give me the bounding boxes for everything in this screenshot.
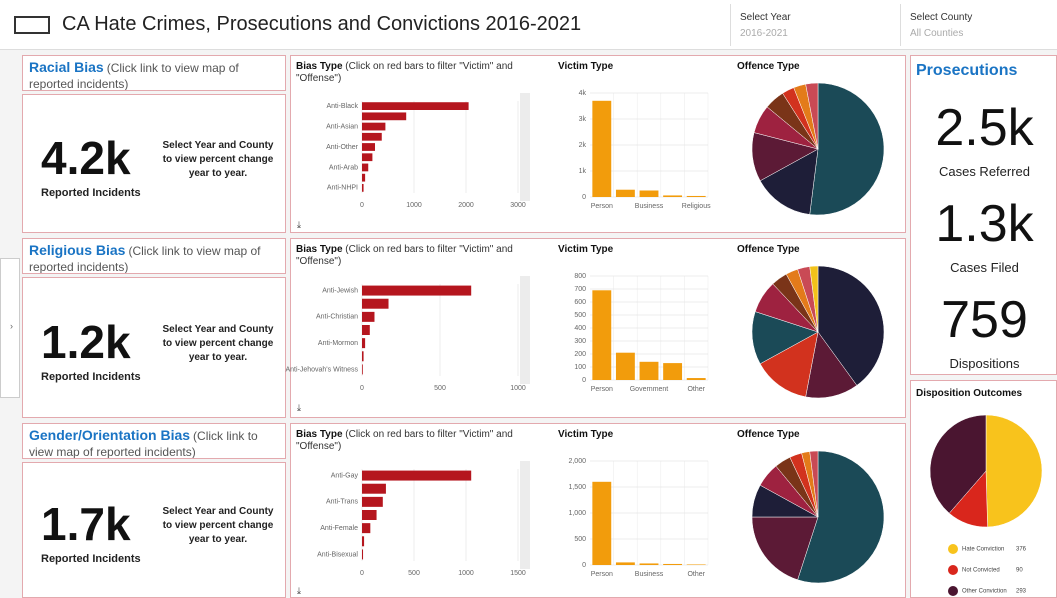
chart-title: Victim Type <box>558 429 658 441</box>
chart-title: Victim Type <box>558 61 658 73</box>
bias-link[interactable]: Religious Bias <box>29 242 126 258</box>
chart-title: Bias Type (Click on red bars to filter "… <box>296 244 536 268</box>
link-note: (Click link to view map of reported inci… <box>29 61 239 91</box>
kpi-prompt: Select Year and County to view percent c… <box>162 139 274 179</box>
disposition-box <box>910 380 1057 598</box>
bias-link[interactable]: Racial Bias <box>29 59 104 75</box>
chart-title-text: Offence Type <box>737 244 800 255</box>
side-tab[interactable]: › <box>0 258 20 398</box>
kpi-label: Reported Incidents <box>41 370 141 383</box>
chart-title-text: Offence Type <box>737 61 800 72</box>
logo <box>14 16 50 34</box>
metric-value: 1.3k <box>935 195 1034 253</box>
separator <box>730 4 731 46</box>
chart-title-text: Victim Type <box>558 61 614 72</box>
chart-title: Offence Type <box>737 429 837 441</box>
page-title: CA Hate Crimes, Prosecutions and Convict… <box>62 13 582 35</box>
kpi-box: 1.2k Reported Incidents Select Year and Co… <box>22 277 286 418</box>
filter-value[interactable]: All Counties <box>910 28 964 39</box>
kpi-label: Reported Incidents <box>41 186 141 199</box>
link-note: (Click link to view map of reported inci… <box>29 244 261 274</box>
link-box: Religious Bias (Click link to view map of… <box>22 238 286 274</box>
chart-title-text: Victim Type <box>558 244 614 255</box>
chart-title-text: Bias Type <box>296 429 343 440</box>
prosecutions-box: Prosecutions 2.5k Cases Referred 1.3k Cases … <box>910 55 1057 375</box>
header-bar <box>0 0 1057 50</box>
filter-label[interactable]: Select County <box>910 12 973 23</box>
metric-label: Cases Referred <box>938 164 1031 179</box>
metric-label: Cases Filed <box>950 260 1019 275</box>
kpi-box: 1.7k Reported Incidents Select Year and Co… <box>22 462 286 598</box>
link-box: Gender/Orientation Bias (Click link to vi… <box>22 423 286 459</box>
chart-title: Bias Type (Click on red bars to filter "… <box>296 61 536 85</box>
filter-label[interactable]: Select Year <box>740 12 791 23</box>
chart-title: Offence Type <box>737 61 837 73</box>
chart-title: Bias Type (Click on red bars to filter "… <box>296 429 536 453</box>
separator <box>900 4 901 46</box>
prosecutions-title[interactable]: Prosecutions <box>916 62 1018 79</box>
kpi-label: Reported Incidents <box>41 553 141 565</box>
kpi-box: 4.2k Reported Incidents Select Year and Co… <box>22 94 286 233</box>
kpi-prompt: Select Year and County to view percent c… <box>162 323 274 363</box>
chart-title: Victim Type <box>558 244 658 256</box>
metric-value: 759 <box>941 291 1028 349</box>
metric-label: Dispositions <box>949 356 1020 371</box>
kpi-value: 1.7k <box>41 498 131 550</box>
chart-subtitle: (Click on red bars to filter "Victim" an… <box>296 244 513 267</box>
chart-title-text: Victim Type <box>558 429 614 440</box>
filter-value[interactable]: 2016-2021 <box>740 28 788 39</box>
link-box: Racial Bias (Click link to view map of re… <box>22 55 286 91</box>
chart-subtitle: (Click on red bars to filter "Victim" an… <box>296 61 513 84</box>
bias-link[interactable]: Gender/Orientation Bias <box>29 427 191 443</box>
chart-title: Offence Type <box>737 244 837 256</box>
link-note: (Click link to view map of reported inci… <box>29 429 258 459</box>
kpi-value: 4.2k <box>41 131 131 184</box>
kpi-prompt: Select Year and County to view percent c… <box>162 506 274 545</box>
chart-subtitle: (Click on red bars to filter "Victim" an… <box>296 429 513 452</box>
metric-value: 2.5k <box>935 99 1034 157</box>
chart-title-text: Bias Type <box>296 244 343 255</box>
kpi-value: 1.2k <box>41 315 131 368</box>
chart-title-text: Bias Type <box>296 61 343 72</box>
chart-title-text: Offence Type <box>737 429 800 440</box>
chart-title: Disposition Outcomes <box>916 388 1046 400</box>
chart-title-text: Disposition Outcomes <box>916 388 1023 399</box>
